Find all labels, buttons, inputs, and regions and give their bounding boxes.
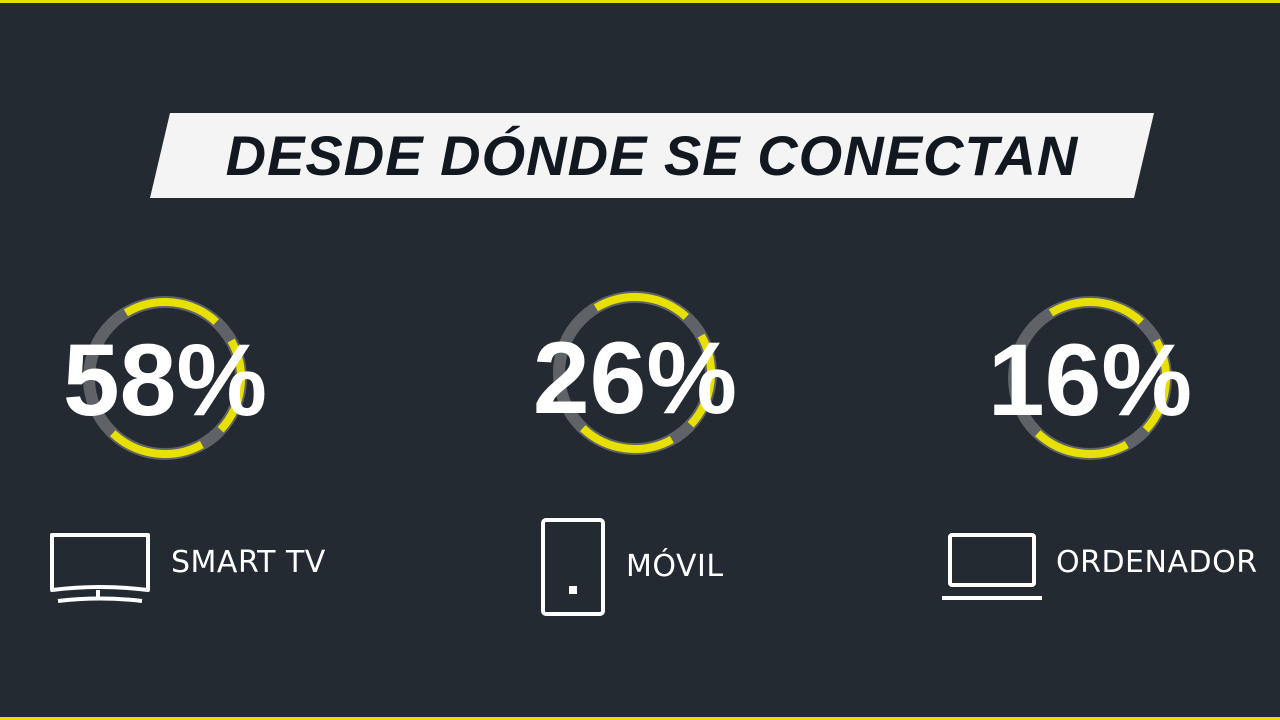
- top-accent-line: [0, 0, 1280, 3]
- label-smart-tv: SMART TV: [171, 545, 326, 580]
- label-movil: MÓVIL: [626, 549, 724, 584]
- pct-movil: 26%: [533, 321, 737, 435]
- laptop-icon: [942, 533, 1042, 600]
- label-ordenador: ORDENADOR: [1056, 545, 1258, 580]
- ring-accent: [1010, 298, 1170, 458]
- stat-ring-smart-tv: 58%: [63, 296, 267, 460]
- ring-accent: [555, 293, 715, 454]
- ring-accent: [84, 298, 245, 458]
- chart-title: DESDE DÓNDE SE CONECTAN: [225, 124, 1079, 187]
- stat-ring-movil: 26%: [533, 291, 737, 455]
- pct-ordenador: 16%: [988, 323, 1192, 437]
- title-banner: DESDE DÓNDE SE CONECTAN: [150, 113, 1154, 198]
- phone-icon: [541, 518, 605, 616]
- pct-smart-tv: 58%: [63, 323, 267, 437]
- tv-icon: [50, 533, 150, 603]
- bottom-accent-line: [0, 717, 1280, 720]
- stat-ring-ordenador: 16%: [988, 296, 1192, 460]
